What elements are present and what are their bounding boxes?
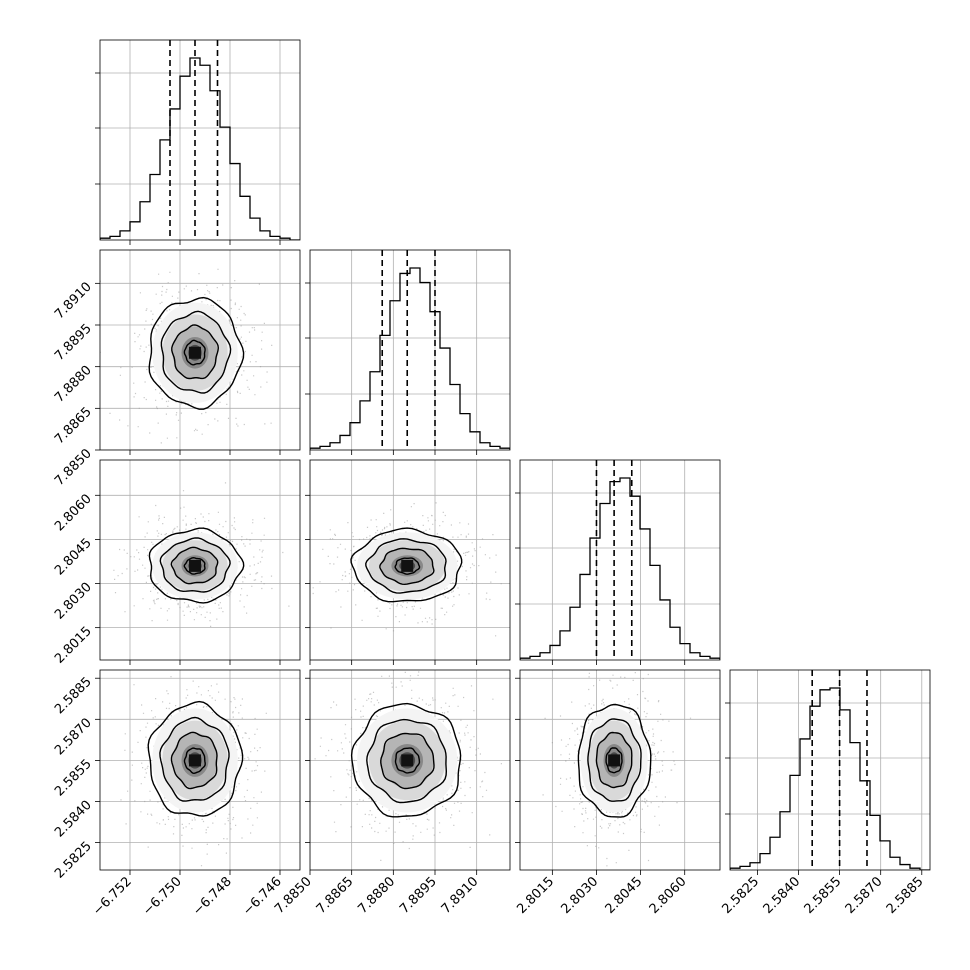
density-peak <box>401 559 414 572</box>
contour-line <box>183 339 206 366</box>
contour-line <box>148 296 245 410</box>
contour-line <box>595 731 633 789</box>
y-tick-label: 2.8060 <box>52 492 95 535</box>
x-tick-label: −6.748 <box>190 874 235 919</box>
x-tick-label: −6.750 <box>140 874 185 919</box>
y-tick-label: 2.5840 <box>52 798 95 841</box>
x-tick-label: 2.8030 <box>559 874 602 917</box>
x-tick-label: 2.5870 <box>843 874 886 917</box>
contour-line <box>159 537 231 593</box>
panel-content <box>520 670 720 870</box>
panel-frame <box>309 669 511 871</box>
histogram-0 <box>100 57 300 240</box>
contour-line <box>183 747 206 775</box>
panel-content <box>310 250 510 450</box>
panel-1-1 <box>305 249 511 455</box>
contour-line <box>577 703 652 818</box>
density-peak <box>189 346 201 359</box>
panel-content <box>520 460 720 660</box>
contour-line <box>159 716 230 802</box>
y-tick-label: 7.8865 <box>52 405 95 448</box>
x-tick-label: 7.8880 <box>355 874 398 917</box>
y-tick-label: 7.8850 <box>52 446 95 489</box>
density-peak <box>189 559 201 572</box>
panel-frame <box>99 39 301 241</box>
panel-frame <box>519 459 721 661</box>
panel-frame <box>309 249 511 451</box>
panel-content <box>100 460 300 660</box>
contour-line <box>170 731 218 790</box>
scatter-points <box>314 671 502 861</box>
x-tick-label: −6.752 <box>90 874 135 919</box>
histogram-1 <box>310 267 510 450</box>
panel-frame <box>519 669 721 871</box>
panel-content <box>730 670 930 870</box>
panel-2-1 <box>305 459 511 665</box>
contour-line <box>170 546 219 585</box>
x-tick-label: 2.5840 <box>761 874 804 917</box>
x-tick-label: 2.5825 <box>719 874 762 917</box>
panel-content <box>100 40 300 240</box>
contour-line <box>394 557 421 575</box>
histogram-3 <box>730 687 930 870</box>
panel-0-0 <box>95 39 301 245</box>
x-tick-label: 2.8045 <box>603 874 646 917</box>
y-tick-label: 7.8880 <box>52 363 95 406</box>
panel-frame <box>309 459 511 661</box>
density-peak <box>401 754 414 767</box>
y-tick-label: 2.5825 <box>52 839 95 882</box>
contour-line <box>171 324 220 380</box>
x-tick-label: 7.8895 <box>397 874 440 917</box>
y-tick-label: 2.8015 <box>52 624 95 667</box>
contour-line <box>379 547 435 586</box>
contour-line <box>148 527 245 604</box>
panel-content <box>310 460 510 660</box>
panel-content <box>100 250 300 450</box>
contour-line <box>380 732 435 790</box>
panel-content <box>100 670 300 870</box>
x-tick-label: 2.8015 <box>514 874 557 917</box>
contour-line <box>350 702 462 818</box>
contour-line <box>350 527 463 603</box>
density-peak <box>608 754 621 767</box>
contour-line <box>160 310 232 394</box>
y-tick-label: 2.8045 <box>52 536 95 579</box>
contour-line <box>587 718 642 802</box>
x-tick-label: 2.5885 <box>884 874 927 917</box>
panel-frame <box>729 669 931 871</box>
panel-frame <box>99 669 301 871</box>
contour-line <box>366 718 448 804</box>
contour-line <box>147 700 244 817</box>
histogram-2 <box>520 477 720 660</box>
contour-line <box>394 747 421 774</box>
panel-3-0: −6.752 −6.750 −6.748 −6.7462.58252.58402.58… <box>52 669 301 919</box>
x-tick-label: 2.5855 <box>802 874 845 917</box>
panel-frame <box>99 459 301 661</box>
panel-content <box>310 670 510 870</box>
contour-line <box>183 556 206 575</box>
x-tick-label: 2.8060 <box>647 874 690 917</box>
x-tick-label: 7.8910 <box>439 874 482 917</box>
density-peak <box>189 754 201 767</box>
panel-frame <box>99 249 301 451</box>
y-tick-label: 2.5885 <box>52 674 95 717</box>
contour-line <box>605 747 623 774</box>
y-tick-label: 2.8030 <box>52 580 95 623</box>
panel-2-2 <box>515 459 721 665</box>
y-tick-label: 2.5855 <box>52 757 95 800</box>
y-tick-label: 2.5870 <box>52 716 95 759</box>
scatter-points <box>312 502 502 637</box>
panel-3-2: 2.8015 2.8030 2.8045 2.8060 <box>514 669 721 917</box>
y-tick-label: 7.8895 <box>52 321 95 364</box>
x-tick-label: 7.8865 <box>314 874 357 917</box>
contour-line <box>365 538 447 594</box>
y-tick-label: 7.8910 <box>52 280 95 323</box>
